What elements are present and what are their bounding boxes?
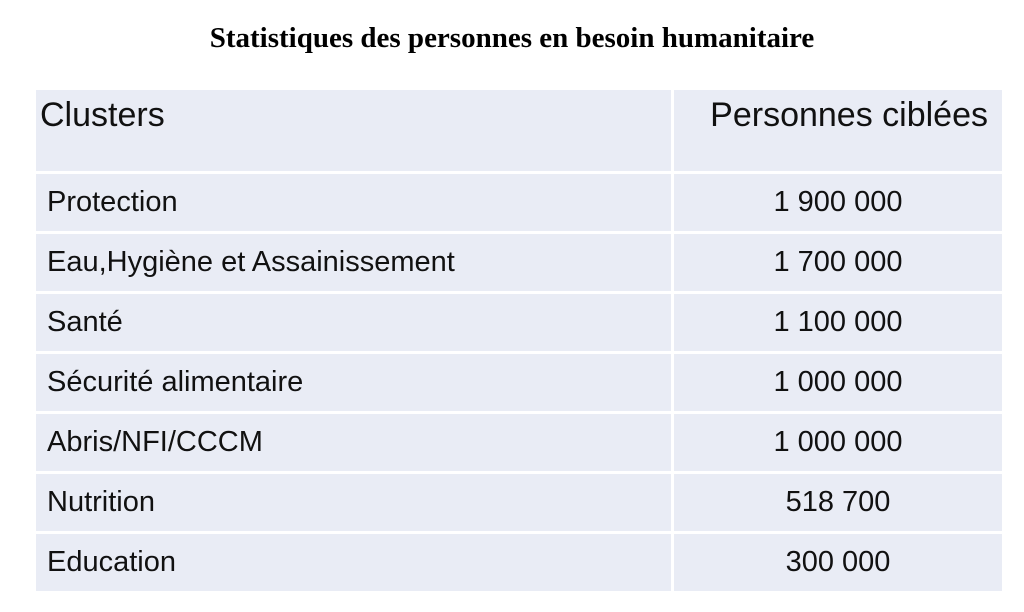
cluster-name: Eau,Hygiène et Assainissement (33, 231, 674, 294)
cluster-value: 1 100 000 (671, 291, 1005, 354)
column-header-personnes-ciblees: Personnes ciblées (671, 87, 1005, 174)
clusters-table: Clusters Personnes ciblées Protection 1 … (33, 87, 1005, 594)
cluster-name: Protection (33, 171, 674, 234)
cluster-name: Santé (33, 291, 674, 354)
table-header-row: Clusters Personnes ciblées (33, 87, 1005, 174)
cluster-value: 518 700 (671, 471, 1005, 534)
cluster-value: 1 000 000 (671, 351, 1005, 414)
table-row: Sécurité alimentaire 1 000 000 (33, 351, 1005, 414)
table-row: Santé 1 100 000 (33, 291, 1005, 354)
cluster-name: Education (33, 531, 674, 594)
table-row: Nutrition 518 700 (33, 471, 1005, 534)
cluster-value: 1 000 000 (671, 411, 1005, 474)
cluster-name: Sécurité alimentaire (33, 351, 674, 414)
column-header-clusters: Clusters (33, 87, 674, 174)
page-title: Statistiques des personnes en besoin hum… (209, 22, 815, 54)
table-row: Education 300 000 (33, 531, 1005, 594)
table-row: Eau,Hygiène et Assainissement 1 700 000 (33, 231, 1005, 294)
table-row: Protection 1 900 000 (33, 171, 1005, 234)
cluster-value: 300 000 (671, 531, 1005, 594)
cluster-value: 1 700 000 (671, 231, 1005, 294)
cluster-value: 1 900 000 (671, 171, 1005, 234)
cluster-name: Abris/NFI/CCCM (33, 411, 674, 474)
cluster-name: Nutrition (33, 471, 674, 534)
table-row: Abris/NFI/CCCM 1 000 000 (33, 411, 1005, 474)
